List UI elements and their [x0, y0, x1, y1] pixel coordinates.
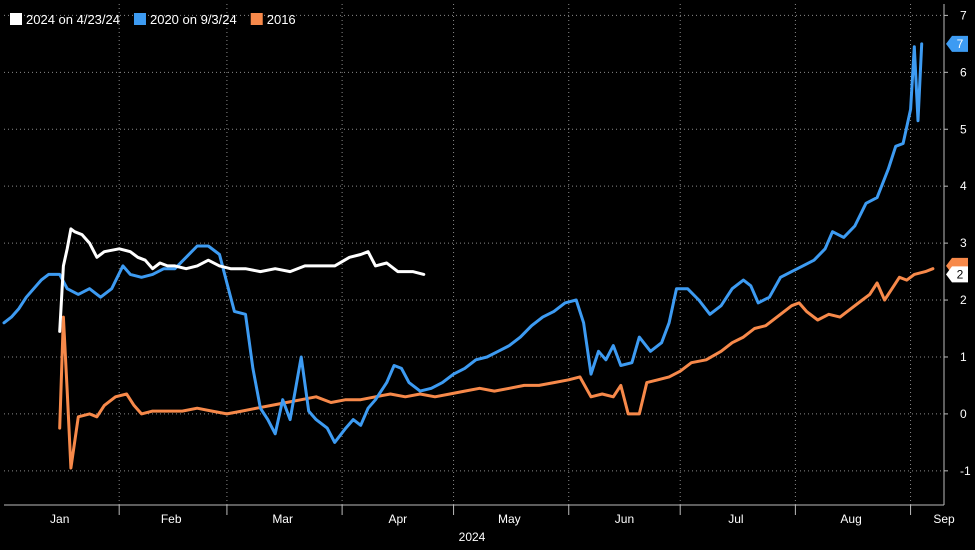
- legend-swatch: [250, 13, 263, 25]
- x-axis-year-label: 2024: [459, 530, 486, 544]
- last-value-tag-label: 2: [957, 267, 964, 281]
- x-tick-label: Jan: [50, 512, 69, 526]
- x-tick-label: Jun: [615, 512, 634, 526]
- y-tick-label: 7: [960, 8, 967, 22]
- y-tick-label: 2: [960, 293, 967, 307]
- x-tick-label: May: [498, 512, 521, 526]
- series-line-2024: [58, 227, 426, 333]
- y-tick-label: 1: [960, 350, 967, 364]
- last-value-tag: [946, 266, 968, 283]
- last-value-tags: 72: [946, 35, 968, 283]
- y-tick-label: 0: [960, 407, 967, 421]
- legend-label: 2016: [267, 12, 296, 27]
- y-tick-label: 4: [960, 179, 967, 193]
- legend: 2024 on 4/23/24 2020 on 9/3/24 2016: [10, 12, 296, 27]
- grid: [4, 4, 944, 505]
- y-tick-label: 3: [960, 236, 967, 250]
- series-line-2020: [2, 42, 924, 444]
- y-tick-label: 6: [960, 65, 967, 79]
- legend-label: 2020 on 9/3/24: [150, 12, 237, 27]
- legend-swatch: [133, 13, 146, 25]
- x-tick-label: Sep: [933, 512, 955, 526]
- y-tick-label: 5: [960, 122, 967, 136]
- x-tick-label: Aug: [840, 512, 861, 526]
- last-value-tag: [946, 35, 968, 52]
- x-tick-label: Feb: [161, 512, 182, 526]
- last-value-tag-label: 7: [957, 37, 964, 51]
- x-tick-label: Mar: [272, 512, 293, 526]
- legend-swatch: [10, 13, 22, 25]
- legend-label: 2024 on 4/23/24: [26, 12, 120, 27]
- series-lines: [2, 42, 935, 470]
- series-line-2016: [58, 267, 935, 470]
- x-tick-label: Apr: [388, 512, 407, 526]
- y-tick-label: -1: [960, 464, 971, 478]
- axes: -1 0 1 2 3 4 5 6 7 Jan Feb Mar Apr May Jun Jul Aug Sep: [4, 4, 971, 526]
- x-tick-label: Jul: [728, 512, 743, 526]
